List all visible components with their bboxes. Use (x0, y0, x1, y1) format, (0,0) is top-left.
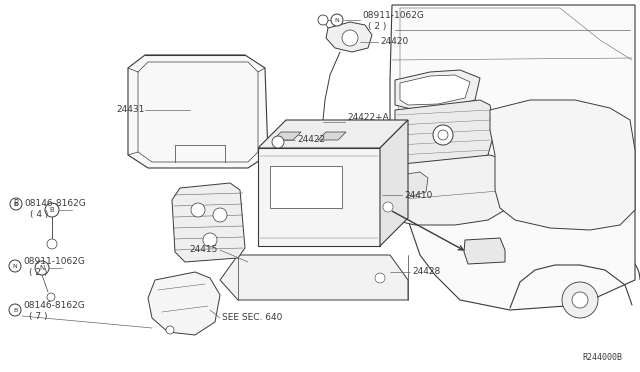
Polygon shape (390, 5, 635, 310)
Text: N: N (40, 265, 45, 271)
Circle shape (47, 239, 57, 249)
Polygon shape (128, 55, 268, 168)
Text: 24420: 24420 (380, 38, 408, 46)
Polygon shape (326, 22, 372, 52)
Polygon shape (148, 272, 220, 335)
Circle shape (383, 202, 393, 212)
Circle shape (10, 198, 22, 210)
Circle shape (9, 304, 21, 316)
Text: SEE SEC. 640: SEE SEC. 640 (222, 314, 282, 323)
Polygon shape (400, 75, 470, 105)
Text: ( 2 ): ( 2 ) (368, 22, 387, 32)
Text: ( 2 ): ( 2 ) (29, 267, 47, 276)
Polygon shape (258, 120, 408, 148)
Text: 24422: 24422 (297, 135, 325, 144)
Circle shape (375, 273, 385, 283)
Polygon shape (318, 132, 346, 140)
Polygon shape (172, 183, 245, 262)
Text: N: N (335, 17, 339, 22)
Polygon shape (393, 155, 510, 225)
Text: 08146-8162G: 08146-8162G (23, 301, 84, 311)
Text: ( 4 ): ( 4 ) (30, 209, 49, 218)
Text: ( 7 ): ( 7 ) (29, 311, 47, 321)
Polygon shape (490, 100, 635, 230)
Polygon shape (220, 255, 408, 300)
Circle shape (47, 293, 55, 301)
Text: 08911-1062G: 08911-1062G (362, 12, 424, 20)
Text: 24422+A: 24422+A (347, 113, 388, 122)
Circle shape (272, 136, 284, 148)
Text: 24428: 24428 (412, 267, 440, 276)
Text: B: B (14, 202, 18, 206)
Text: 24410: 24410 (404, 190, 433, 199)
Text: 24415: 24415 (189, 246, 218, 254)
Text: B: B (13, 308, 17, 312)
Text: 08911-1062G: 08911-1062G (23, 257, 85, 266)
Circle shape (331, 14, 343, 26)
Circle shape (318, 15, 328, 25)
Polygon shape (395, 100, 495, 168)
Circle shape (433, 125, 453, 145)
Circle shape (35, 261, 49, 275)
Circle shape (45, 203, 59, 217)
Text: B: B (13, 199, 19, 208)
Text: 08146-8162G: 08146-8162G (24, 199, 86, 208)
Text: N: N (13, 263, 17, 269)
Circle shape (342, 30, 358, 46)
Circle shape (562, 282, 598, 318)
Circle shape (191, 203, 205, 217)
Polygon shape (273, 132, 301, 140)
Circle shape (213, 208, 227, 222)
Text: R244000B: R244000B (582, 353, 622, 362)
Polygon shape (395, 70, 480, 110)
Circle shape (9, 260, 21, 272)
Bar (270, 166, 342, 208)
Polygon shape (380, 120, 408, 246)
Polygon shape (258, 148, 380, 246)
Text: B: B (50, 207, 54, 213)
Text: 24431: 24431 (116, 106, 145, 115)
Circle shape (203, 233, 217, 247)
Circle shape (572, 292, 588, 308)
Polygon shape (464, 238, 505, 264)
Circle shape (166, 326, 174, 334)
Polygon shape (400, 172, 428, 196)
